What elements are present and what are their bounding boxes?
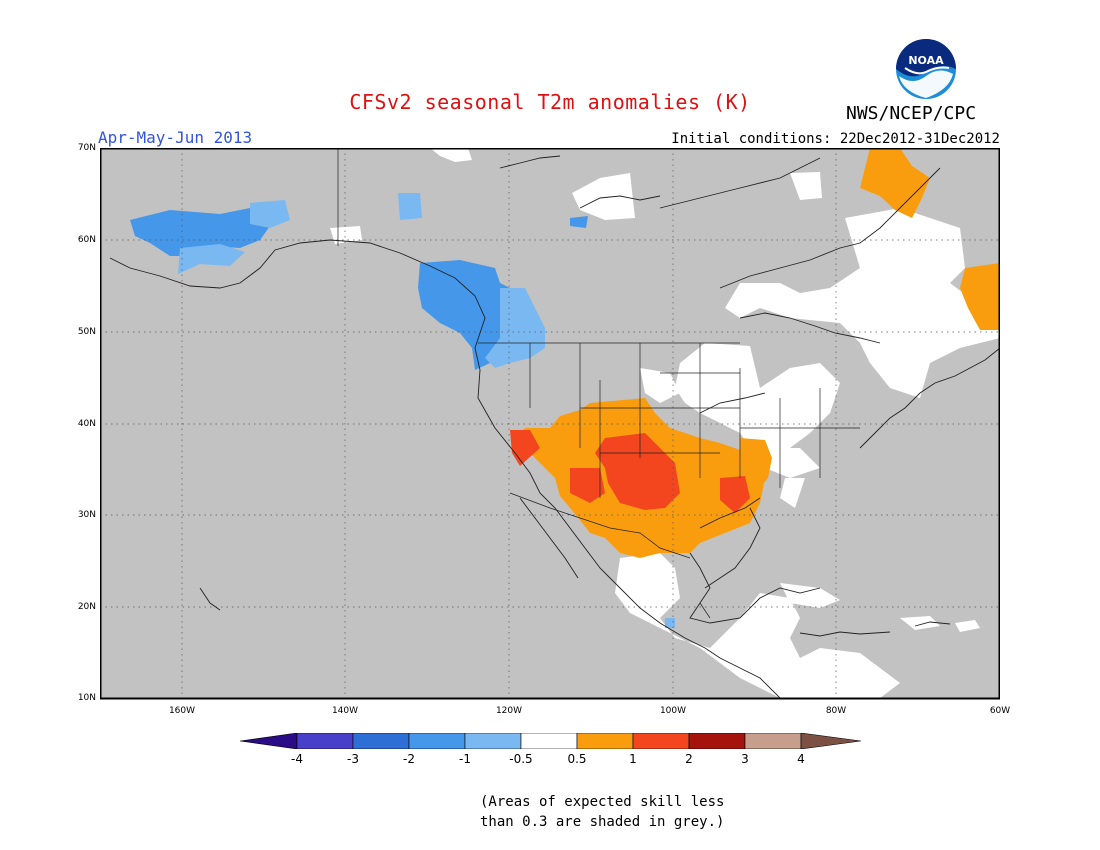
colorbar-label: 0.5 [567,752,587,766]
lon-label-140w: 140W [331,706,359,716]
colorbar-label: 4 [797,752,805,766]
colorbar-bin-4 [464,733,522,749]
lat-label-10n: 10N [77,693,96,703]
skill-note: (Areas of expected skill less than 0.3 a… [480,792,724,832]
lon-label-80w: 80W [825,706,847,716]
lat-label-50n: 50N [77,327,96,337]
coastlines [109,155,1000,698]
agency-label: NWS/NCEP/CPC [846,103,977,124]
svg-text:NOAA: NOAA [908,54,944,67]
colorbar-label: -1 [459,752,471,766]
colorbar-end-low [240,733,298,749]
lon-label-100w: 100W [659,706,687,716]
forecast-period: Apr-May-Jun 2013 [98,128,253,147]
colorbar-label: 2 [685,752,693,766]
colorbar-label: -2 [403,752,415,766]
lat-label-70n: 70N [77,143,96,153]
warm-regions [510,148,1000,558]
initial-conditions: Initial conditions: 22Dec2012-31Dec2012 [671,131,1000,147]
lat-label-60n: 60N [77,235,96,245]
political-borders [337,148,860,619]
colorbar-label: -0.5 [509,752,533,766]
lon-label-60w: 60W [989,706,1011,716]
colorbar-bin-2 [352,733,410,749]
colorbar-label: 1 [629,752,637,766]
colorbar-label: 3 [741,752,749,766]
lon-label-160w: 160W [168,706,196,716]
colorbar-bin-8 [688,733,746,749]
map-frame [100,148,1000,700]
cool-regions [130,193,675,628]
near-normal-regions [330,148,1000,698]
colorbar-bin-5 [520,733,578,749]
colorbar-label: -3 [347,752,359,766]
colorbar-bin-9 [744,733,802,749]
colorbar-end-high [800,733,862,749]
anomaly-map [100,148,1000,700]
lon-label-120w: 120W [495,706,523,716]
graticule [100,148,1000,698]
lat-label-40n: 40N [77,419,96,429]
colorbar-bin-7 [632,733,690,749]
colorbar-bin-6 [576,733,634,749]
skill-note-line-2: than 0.3 are shaded in grey.) [480,814,725,830]
colorbar-label: -4 [291,752,303,766]
lat-label-30n: 30N [77,510,96,520]
map-title: CFSv2 seasonal T2m anomalies (K) [349,90,751,114]
colorbar-bin-1 [296,733,354,749]
noaa-logo: NOAA [896,39,956,99]
colorbar [240,733,862,749]
colorbar-bin-3 [408,733,466,749]
lat-label-20n: 20N [77,602,96,612]
skill-note-line-1: (Areas of expected skill less [480,794,725,810]
